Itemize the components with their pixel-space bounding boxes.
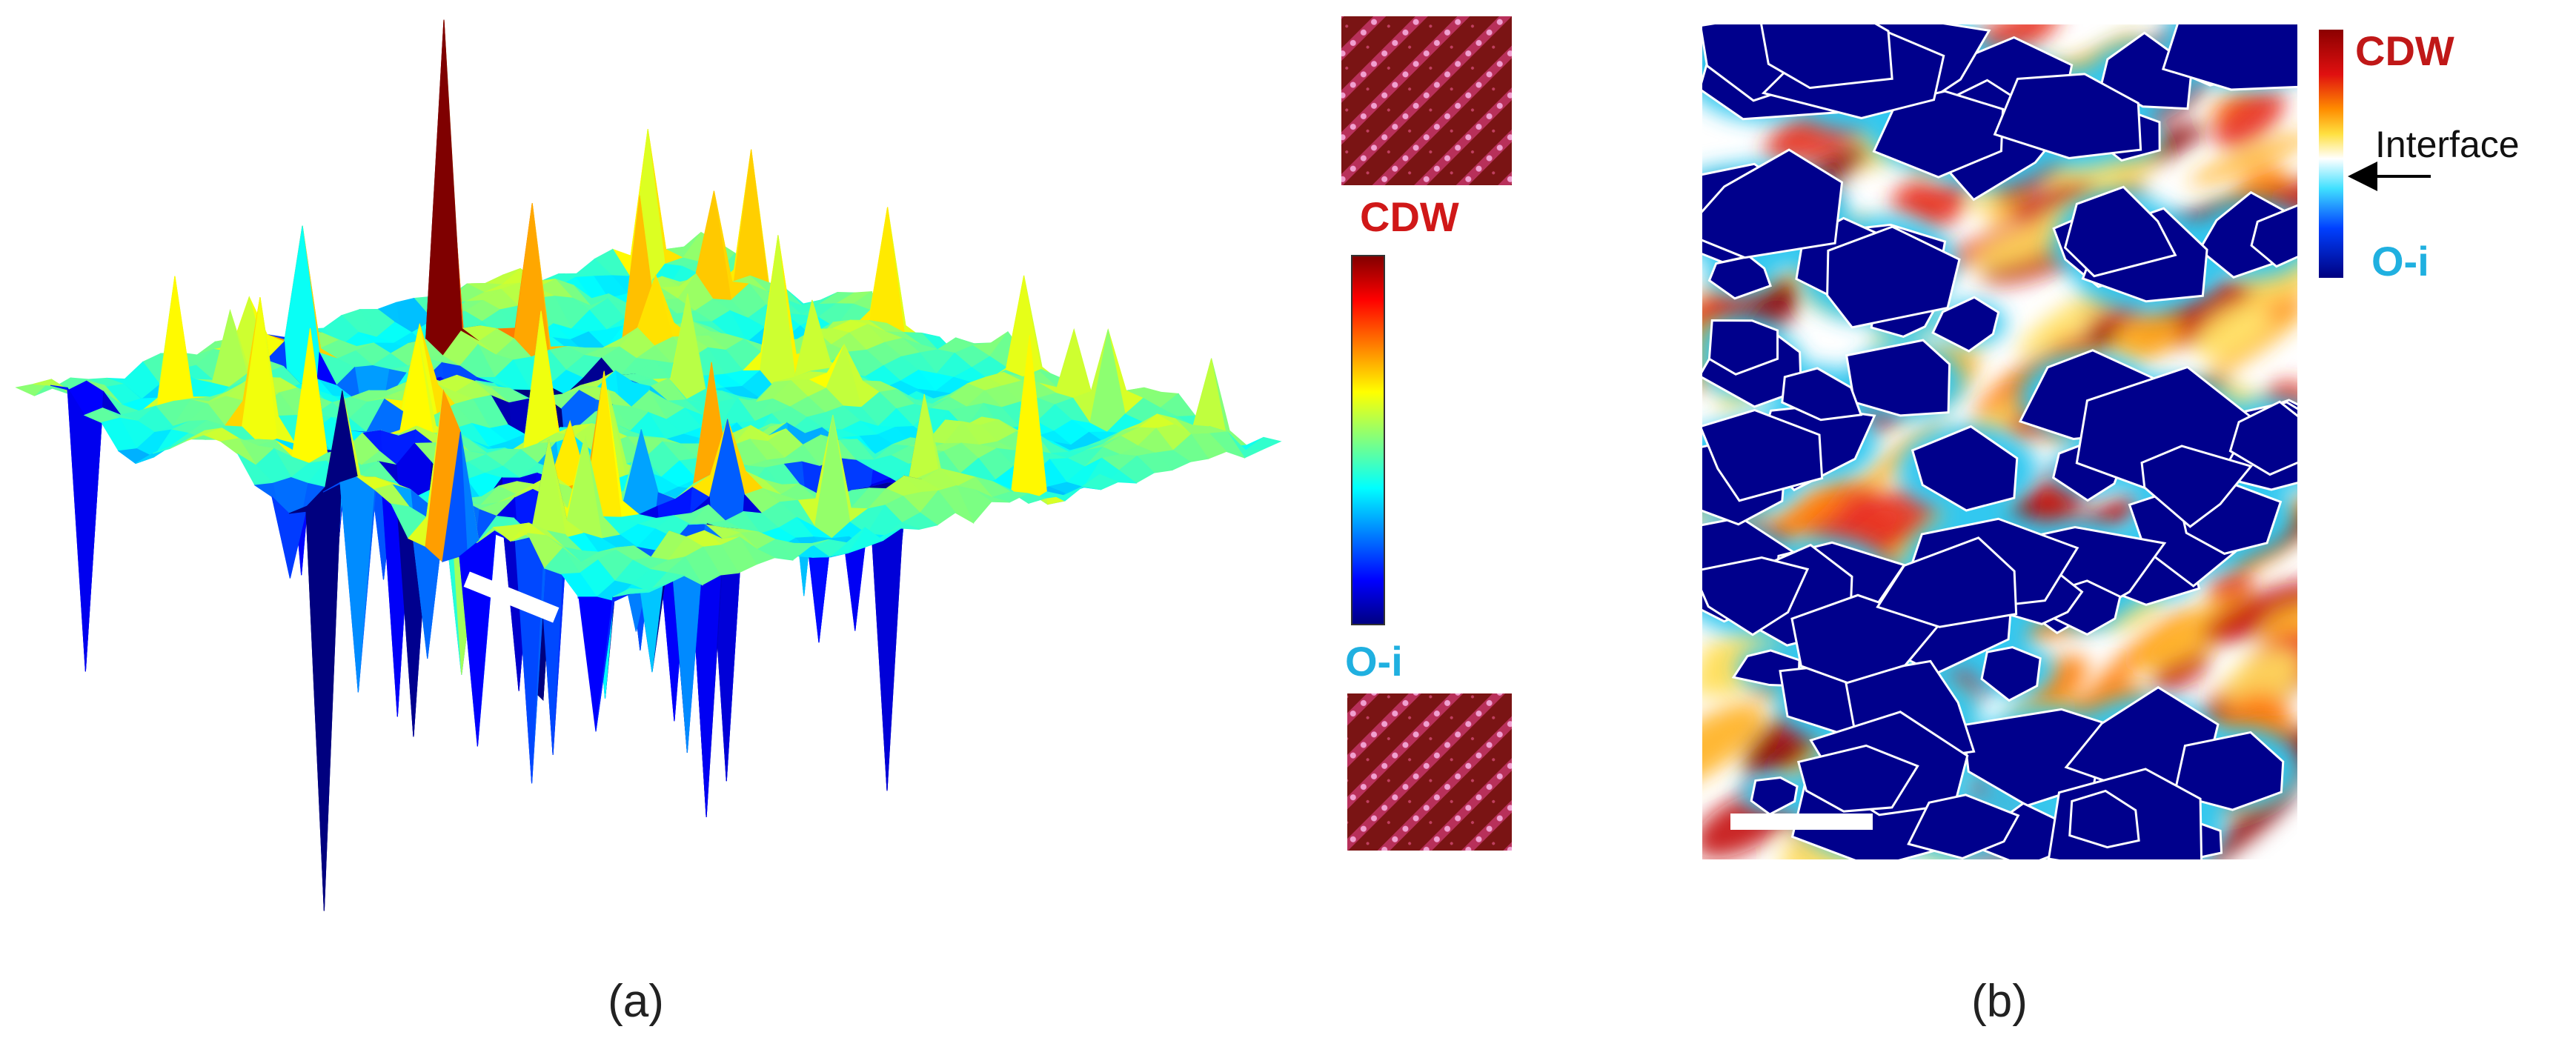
domain	[2228, 400, 2297, 476]
domain	[2140, 445, 2254, 528]
blob	[2151, 649, 2211, 692]
colorbar	[1351, 255, 1385, 625]
scale-bar	[463, 571, 560, 623]
colorbar-bottom-label: O-i	[2371, 238, 2429, 285]
domain	[1750, 776, 1799, 816]
domain	[1796, 744, 1919, 813]
scale-bar	[1730, 814, 1873, 830]
colorbar-bottom-label: O-i	[1345, 638, 1403, 685]
caption: (a)	[608, 976, 664, 1027]
blob	[2199, 787, 2296, 859]
surface-cell	[156, 276, 193, 412]
blob	[1986, 193, 2027, 226]
blob	[2018, 288, 2114, 357]
blob	[2188, 132, 2297, 186]
blob	[2202, 581, 2297, 644]
colorbar-label: Interface	[2375, 124, 2520, 165]
domain	[1760, 24, 1893, 90]
blob	[1891, 180, 1936, 216]
surface-cell	[1005, 275, 1042, 378]
surface-cell	[869, 207, 906, 336]
domain	[2063, 185, 2177, 278]
blob	[2028, 655, 2088, 708]
domain	[1702, 408, 1824, 502]
surface-cell	[1055, 328, 1092, 399]
domain	[2161, 24, 2297, 91]
domain	[1876, 536, 2018, 628]
surface-cell	[612, 588, 648, 598]
domain	[1781, 367, 1863, 422]
blob	[1974, 356, 2048, 419]
domain	[1980, 645, 2042, 702]
stm-image-oi	[1347, 693, 1512, 851]
blob	[2194, 301, 2270, 359]
colorbar-top-label: CDW	[1360, 193, 1459, 240]
domain	[2068, 789, 2140, 849]
domain	[1993, 73, 2142, 159]
oi-regions	[1702, 24, 2297, 859]
surface-cell	[425, 19, 462, 356]
domain	[1931, 296, 2000, 353]
stm-image-cdw	[1341, 16, 1512, 185]
domain	[1702, 148, 1844, 259]
surface-cell	[578, 596, 614, 732]
domain	[1707, 319, 1779, 376]
domain	[1790, 593, 1942, 685]
surface-cell	[732, 149, 769, 290]
caption: (b)	[1971, 976, 2028, 1027]
blob	[1702, 640, 1750, 696]
domain	[1826, 225, 1961, 329]
blob	[1702, 702, 1765, 792]
surface-cell	[305, 482, 342, 911]
blob	[2110, 313, 2182, 362]
colorbar	[2319, 30, 2343, 278]
domain	[1911, 425, 2019, 512]
surface-plot	[15, 19, 1282, 911]
domain	[1702, 556, 1810, 636]
heatmap	[1702, 24, 2297, 859]
domain	[1872, 90, 2005, 179]
domain	[2250, 204, 2297, 268]
surface-cell	[67, 387, 103, 672]
domain	[1907, 794, 2020, 859]
blob	[2008, 181, 2095, 219]
colorbar-top-label: CDW	[2355, 27, 2454, 74]
blob	[2207, 305, 2297, 379]
blob	[2262, 605, 2297, 646]
blob	[2213, 88, 2285, 149]
surface-cell	[339, 476, 376, 693]
domain	[1845, 339, 1951, 417]
